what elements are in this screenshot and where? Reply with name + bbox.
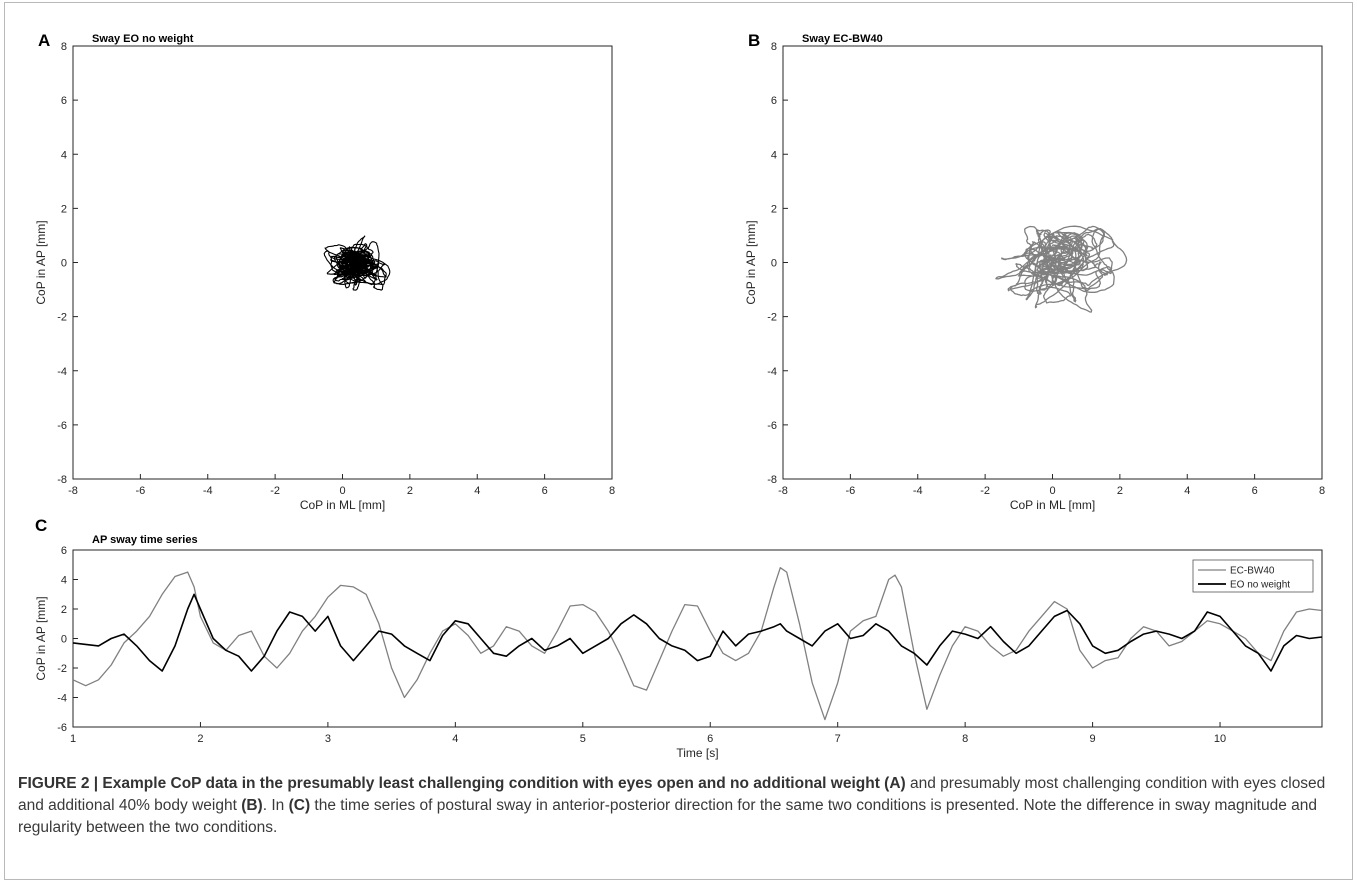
sway-trajectory bbox=[995, 225, 1128, 313]
x-tick-label: -8 bbox=[778, 485, 788, 497]
legend-label: EO no weight bbox=[1230, 580, 1290, 591]
y-tick-label: -4 bbox=[767, 366, 777, 378]
y-tick-label: 2 bbox=[771, 203, 777, 215]
y-tick-label: -6 bbox=[57, 722, 67, 734]
x-tick-label: 0 bbox=[1049, 485, 1055, 497]
panel-c: C 1 2 3 4 5 6 7 8 9 10 -6 -4 -2 0 2 4 6 AP sway time serie… bbox=[34, 516, 1323, 760]
x-tick-label: 6 bbox=[707, 733, 713, 745]
caption-ref-b: (B) bbox=[241, 797, 263, 814]
y-tick-label: 6 bbox=[61, 545, 67, 557]
caption-lead: FIGURE 2 | Example CoP data in the presu… bbox=[18, 775, 880, 792]
x-tick-label: 1 bbox=[70, 733, 76, 745]
y-tick-label: -2 bbox=[57, 312, 67, 324]
panel-letter: C bbox=[35, 516, 47, 535]
y-tick-label: 0 bbox=[61, 634, 67, 646]
y-tick-label: 6 bbox=[61, 95, 67, 107]
y-tick-label: 2 bbox=[61, 203, 67, 215]
y-tick-label: -8 bbox=[767, 474, 777, 486]
y-tick-label: -6 bbox=[767, 420, 777, 432]
x-tick-label: -2 bbox=[980, 485, 990, 497]
x-tick-label: 4 bbox=[474, 485, 480, 497]
figure-frame bbox=[4, 2, 1353, 880]
y-tick-label: 8 bbox=[61, 41, 67, 53]
y-tick-label: -8 bbox=[57, 474, 67, 486]
caption-text-1: and presumably most challenging conditio… bbox=[18, 775, 1326, 814]
x-tick-label: 8 bbox=[609, 485, 615, 497]
x-axis-label: CoP in ML [mm] bbox=[300, 498, 385, 512]
y-tick-label: -6 bbox=[57, 420, 67, 432]
caption-text-2: . In bbox=[262, 797, 289, 814]
x-tick-label: 3 bbox=[325, 733, 331, 745]
x-axis-label: Time [s] bbox=[676, 746, 718, 760]
x-tick-label: -6 bbox=[135, 485, 145, 497]
caption-ref-c: (C) bbox=[288, 797, 311, 814]
x-tick-label: 0 bbox=[339, 485, 345, 497]
y-axis-label: CoP in AP [mm] bbox=[34, 596, 48, 680]
x-tick-label: 2 bbox=[407, 485, 413, 497]
x-tick-label: 4 bbox=[1184, 485, 1190, 497]
x-tick-label: 9 bbox=[1090, 733, 1096, 745]
x-tick-label: 8 bbox=[1319, 485, 1325, 497]
x-tick-label: 6 bbox=[542, 485, 548, 497]
chart-title: AP sway time series bbox=[92, 534, 198, 546]
x-tick-label: 2 bbox=[197, 733, 203, 745]
y-tick-label: 4 bbox=[61, 149, 67, 161]
series-line-ec-bw40 bbox=[72, 567, 1323, 721]
x-tick-label: 7 bbox=[835, 733, 841, 745]
x-tick-label: -4 bbox=[203, 485, 213, 497]
panel-b: B -8 -6 -4 -2 0 2 4 6 8 -8 -6 -4 -2 0 2 4 6 8 Sway EC-BW40 C… bbox=[744, 31, 1325, 512]
x-tick-label: 6 bbox=[1252, 485, 1258, 497]
y-axis-label: CoP in AP [mm] bbox=[34, 220, 48, 304]
chart-title: Sway EO no weight bbox=[92, 33, 194, 45]
panel-letter: A bbox=[38, 31, 50, 50]
y-tick-label: -4 bbox=[57, 693, 67, 705]
y-tick-label: 0 bbox=[771, 258, 777, 270]
y-tick-label: 4 bbox=[771, 149, 777, 161]
y-tick-label: -2 bbox=[57, 663, 67, 675]
panel-letter: B bbox=[748, 31, 760, 50]
x-tick-label: -8 bbox=[68, 485, 78, 497]
legend-box bbox=[1192, 559, 1314, 593]
x-tick-label: 8 bbox=[962, 733, 968, 745]
figure-caption: FIGURE 2 | Example CoP data in the presu… bbox=[18, 773, 1338, 839]
series-line-eo-no-weight bbox=[72, 593, 1323, 672]
sway-trajectory bbox=[323, 235, 391, 291]
x-tick-label: 2 bbox=[1117, 485, 1123, 497]
caption-text-3: the time series of postural sway in ante… bbox=[18, 797, 1317, 836]
x-axis-label: CoP in ML [mm] bbox=[1010, 498, 1095, 512]
y-axis-label: CoP in AP [mm] bbox=[744, 220, 758, 304]
panel-a: A -8 -6 -4 -2 0 2 4 6 8 -8 -6 -4 -2 0 2 4 6 8 Sway EO no we… bbox=[34, 31, 615, 512]
x-tick-label: -6 bbox=[845, 485, 855, 497]
x-tick-label: 4 bbox=[452, 733, 458, 745]
y-tick-label: 2 bbox=[61, 604, 67, 616]
y-tick-label: 8 bbox=[771, 41, 777, 53]
legend-label: EC-BW40 bbox=[1230, 566, 1275, 577]
y-tick-label: -4 bbox=[57, 366, 67, 378]
y-tick-label: 4 bbox=[61, 575, 67, 587]
caption-ref-a: (A) bbox=[884, 775, 906, 792]
x-tick-label: -4 bbox=[913, 485, 923, 497]
x-tick-label: -2 bbox=[270, 485, 280, 497]
x-tick-label: 5 bbox=[580, 733, 586, 745]
x-tick-label: 10 bbox=[1214, 733, 1226, 745]
chart-title: Sway EC-BW40 bbox=[802, 33, 883, 45]
y-tick-label: 0 bbox=[61, 258, 67, 270]
y-tick-label: 6 bbox=[771, 95, 777, 107]
y-tick-label: -2 bbox=[767, 312, 777, 324]
